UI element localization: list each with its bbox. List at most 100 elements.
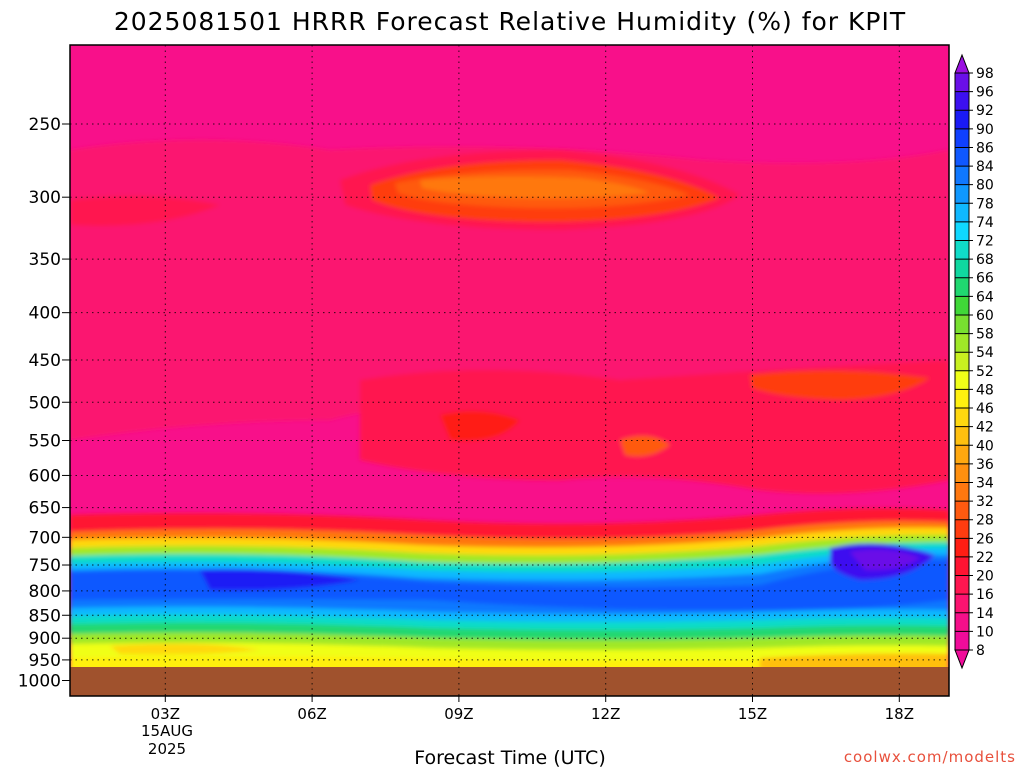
y-tick-label: 850 [29,606,61,626]
colorbar-tick-label: 92 [976,103,994,119]
colorbar-tick-label: 36 [976,457,994,473]
colorbar-tick-label: 14 [976,606,994,622]
field-shading [70,140,949,696]
colorbar-segment [955,556,969,577]
colorbar-tick-label: 78 [976,196,994,212]
colorbar: 8 10 14 16 20 22 26 28 32 34 36 40 42 46 48 52 54 58 60 64 6… [954,53,994,670]
colorbar-tick-label: 10 [976,624,994,640]
colorbar-segment [955,91,969,111]
colorbar-segment [955,277,969,297]
y-tick-label: 600 [29,466,61,486]
y-tick-label: 650 [29,499,61,519]
y-tick-label: 800 [29,582,61,602]
colorbar-tick-label: 48 [976,382,994,398]
colorbar-tick-label: 34 [976,475,994,491]
below-ground-mask [70,667,949,696]
colorbar-tick-label: 8 [976,643,985,659]
colorbar-segment [955,296,969,316]
colorbar-segment [955,389,969,409]
colorbar-segment [955,519,969,539]
colorbar-segment [955,408,969,428]
x-axis-label: Forecast Time (UTC) [414,747,605,768]
y-tick-label: 950 [29,651,61,671]
colorbar-tick-label: 20 [976,569,994,585]
colorbar-segment [955,463,969,483]
colorbar-segment [955,575,969,595]
colorbar-min-arrow [954,649,970,670]
colorbar-tick-label: 84 [976,159,994,175]
colorbar-segment [955,128,969,148]
colorbar-segment [955,240,969,260]
colorbar-tick-label: 74 [976,215,994,231]
credit-link[interactable]: coolwx.com/modelts [844,748,1016,766]
y-tick-label: 250 [29,115,61,135]
colorbar-segment [955,352,969,372]
y-tick-label: 450 [29,351,61,371]
colorbar-tick-label: 98 [976,66,994,82]
y-tick-label: 900 [29,629,61,649]
colorbar-tick-label: 54 [976,345,994,361]
colorbar-tick-label: 86 [976,140,994,156]
colorbar-tick-label: 58 [976,327,994,343]
y-tick-label: 500 [29,393,61,413]
colorbar-tick-label: 42 [976,420,994,436]
colorbar-segment [955,501,969,521]
x-tick-label: 12Z [591,705,620,723]
colorbar-segment [955,594,969,614]
colorbar-tick-label: 26 [976,531,994,547]
colorbar-segment [955,110,969,130]
plot-area [70,45,949,696]
x-tick-label: 09Z [444,705,473,723]
colorbar-segment [955,631,969,651]
y-axis: 250 300 350 400 450 500 550 600 650 700 750 800 850 9… [18,115,70,692]
colorbar-segment [955,166,969,186]
y-tick-label: 700 [29,528,61,548]
x-tick-label: 06Z [297,705,326,723]
plot-frame [69,44,950,697]
colorbar-tick-label: 68 [976,252,994,268]
colorbar-segment [955,259,969,279]
colorbar-tick-label: 16 [976,587,994,603]
colorbar-segment [955,370,969,390]
y-tick-label: 750 [29,556,61,576]
y-tick-label: 300 [29,188,61,208]
x-date-line-2: 2025 [148,740,186,758]
colorbar-segment [955,314,969,335]
colorbar-tick-label: 72 [976,234,994,250]
grid [70,45,949,696]
colorbar-segment [955,482,969,502]
x-tick-label: 15Z [738,705,767,723]
colorbar-tick-label: 90 [976,122,994,138]
colorbar-max-arrow [954,53,970,74]
x-date-line-1: 15AUG [141,722,193,740]
colorbar-tick-label: 22 [976,550,994,566]
colorbar-segment [955,538,969,558]
x-tick-label: 18Z [885,705,914,723]
y-tick-label: 550 [29,432,61,452]
colorbar-segment [955,612,969,632]
x-tick-label: 03Z [151,705,180,723]
y-tick-label: 1000 [18,672,61,692]
colorbar-tick-label: 80 [976,178,994,194]
colorbar-tick-label: 96 [976,85,994,101]
colorbar-segment [955,203,969,223]
colorbar-segment [955,184,969,204]
colorbar-tick-label: 32 [976,494,994,510]
colorbar-segment [955,333,969,353]
y-tick-label: 350 [29,250,61,270]
colorbar-segment [955,445,969,465]
colorbar-tick-label: 60 [976,308,994,324]
chart-title: 2025081501 HRRR Forecast Relative Humidi… [114,7,906,36]
colorbar-segment [955,147,969,167]
colorbar-tick-label: 28 [976,513,994,529]
colorbar-tick-label: 46 [976,401,994,417]
colorbar-segment [955,221,969,242]
colorbar-tick-label: 64 [976,289,994,305]
colorbar-tick-label: 40 [976,438,994,454]
x-axis: 03Z 06Z 09Z 12Z 15Z 18Z [151,696,914,723]
colorbar-segment [955,426,969,446]
colorbar-tick-label: 66 [976,271,994,287]
colorbar-segment [955,73,969,93]
colorbar-tick-label: 52 [976,364,994,380]
